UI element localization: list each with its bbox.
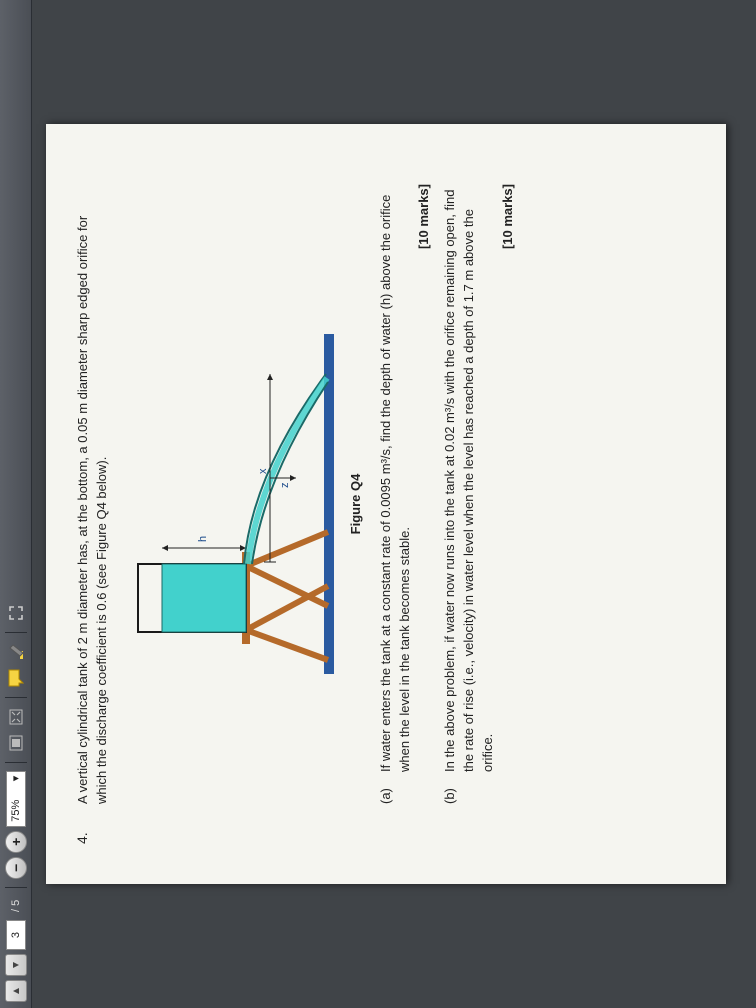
zoom-out-button[interactable]: −	[5, 857, 27, 879]
fit-page-icon[interactable]	[5, 706, 27, 728]
part-text: In the above problem, if water now runs …	[441, 184, 498, 772]
toolbar-divider	[5, 762, 27, 763]
part-b-marks: [10 marks]	[500, 184, 515, 824]
toolbar-divider	[5, 632, 27, 633]
part-a-marks: [10 marks]	[416, 184, 431, 824]
page-number-input[interactable]: 3	[6, 920, 26, 950]
figure-q4: h x z	[124, 334, 342, 674]
document-viewport[interactable]: 4. A vertical cylindrical tank of 2 m di…	[32, 0, 756, 1008]
document-page: 4. A vertical cylindrical tank of 2 m di…	[46, 124, 726, 884]
part-label: (a)	[377, 772, 415, 804]
question-part-b: (b) In the above problem, if water now r…	[441, 184, 498, 804]
next-page-button[interactable]	[5, 954, 27, 976]
question-intro: A vertical cylindrical tank of 2 m diame…	[74, 184, 112, 804]
toolbar-divider	[5, 887, 27, 888]
fig-label-x: x	[257, 468, 269, 474]
pdf-toolbar: 3 / 5 − + 75% ▾	[0, 0, 32, 1008]
highlight-icon[interactable]	[5, 641, 27, 663]
zoom-value-label: 75%	[7, 800, 25, 822]
comment-icon[interactable]	[5, 667, 27, 689]
toolbar-divider	[5, 697, 27, 698]
part-label: (b)	[441, 772, 498, 804]
fig-label-z: z	[279, 483, 291, 489]
fit-width-icon[interactable]	[5, 732, 27, 754]
fig-label-h: h	[197, 536, 209, 542]
zoom-dropdown[interactable]: 75% ▾	[6, 771, 26, 827]
question-part-a: (a) If water enters the tank at a consta…	[377, 184, 415, 804]
chevron-down-icon: ▾	[7, 776, 25, 782]
page-total-label: / 5	[10, 900, 22, 912]
prev-page-button[interactable]	[5, 980, 27, 1002]
fullscreen-icon[interactable]	[5, 602, 27, 624]
figure-caption: Figure Q4	[348, 184, 363, 824]
zoom-in-button[interactable]: +	[5, 831, 27, 853]
question-number: 4.	[74, 832, 90, 844]
part-text: If water enters the tank at a constant r…	[377, 184, 415, 772]
